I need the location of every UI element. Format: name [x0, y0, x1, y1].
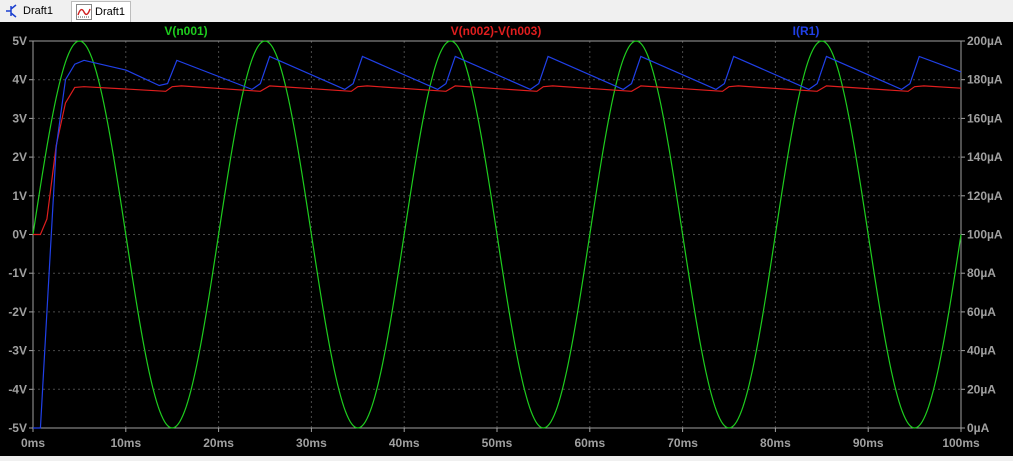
- schematic-icon: [4, 3, 20, 19]
- y-left-tick-label: 3V: [12, 111, 27, 125]
- x-tick-label: 100ms: [942, 436, 980, 450]
- y-left-tick-label: 5V: [12, 34, 27, 48]
- y-right-tick-label: 140µA: [967, 150, 1003, 164]
- y-left-tick-label: -1V: [8, 266, 27, 280]
- y-right-tick-label: 100µA: [967, 228, 1003, 242]
- y-left-tick-label: -5V: [8, 421, 27, 435]
- x-tick-label: 80ms: [760, 436, 791, 450]
- legend-label: V(n001): [164, 24, 207, 38]
- y-left-tick-label: 1V: [12, 189, 27, 203]
- x-tick-label: 40ms: [389, 436, 420, 450]
- y-left-tick-label: -4V: [8, 382, 27, 396]
- series-line-2: [33, 55, 962, 429]
- series-line-0: [32, 40, 962, 429]
- x-tick-label: 60ms: [574, 436, 605, 450]
- y-right-tick-label: 0µA: [967, 421, 990, 435]
- series-line-1: [33, 85, 962, 236]
- waveform-icon: [76, 4, 92, 20]
- legend-label: V(n002)-V(n003): [451, 24, 542, 38]
- y-left-tick-label: 0V: [12, 228, 27, 242]
- y-left-tick-label: -2V: [8, 305, 27, 319]
- x-tick-label: 50ms: [482, 436, 513, 450]
- x-tick-label: 0ms: [21, 436, 45, 450]
- y-right-tick-label: 80µA: [967, 266, 996, 280]
- y-left-tick-label: 2V: [12, 150, 27, 164]
- tab-label: Draft1: [95, 6, 125, 18]
- tab-label: Draft1: [23, 5, 53, 17]
- y-left-tick-label: 4V: [12, 73, 27, 87]
- tab-schematic[interactable]: Draft1: [0, 1, 70, 21]
- y-right-tick-label: 40µA: [967, 344, 996, 358]
- tab-waveform[interactable]: Draft1: [71, 1, 131, 22]
- waveform-chart[interactable]: 0ms 10ms 20ms 30ms 40ms 50ms 60ms 70ms 80ms 90ms 1…: [0, 22, 1013, 456]
- x-tick-label: 10ms: [110, 436, 141, 450]
- tab-bar: Draft1 Draft1: [0, 0, 1013, 23]
- x-tick-label: 20ms: [203, 436, 234, 450]
- y-right-tick-label: 180µA: [967, 73, 1003, 87]
- y-right-tick-label: 60µA: [967, 305, 996, 319]
- legend-label: I(R1): [793, 24, 820, 38]
- y-right-tick-label: 120µA: [967, 189, 1003, 203]
- y-right-tick-label: 20µA: [967, 382, 996, 396]
- waveform-plot[interactable]: 0ms 10ms 20ms 30ms 40ms 50ms 60ms 70ms 80ms 90ms 1…: [0, 22, 1013, 456]
- x-tick-label: 30ms: [296, 436, 327, 450]
- y-right-tick-label: 160µA: [967, 111, 1003, 125]
- x-tick-label: 70ms: [667, 436, 698, 450]
- x-tick-label: 90ms: [853, 436, 884, 450]
- y-right-tick-label: 200µA: [967, 34, 1003, 48]
- y-left-tick-label: -3V: [8, 344, 27, 358]
